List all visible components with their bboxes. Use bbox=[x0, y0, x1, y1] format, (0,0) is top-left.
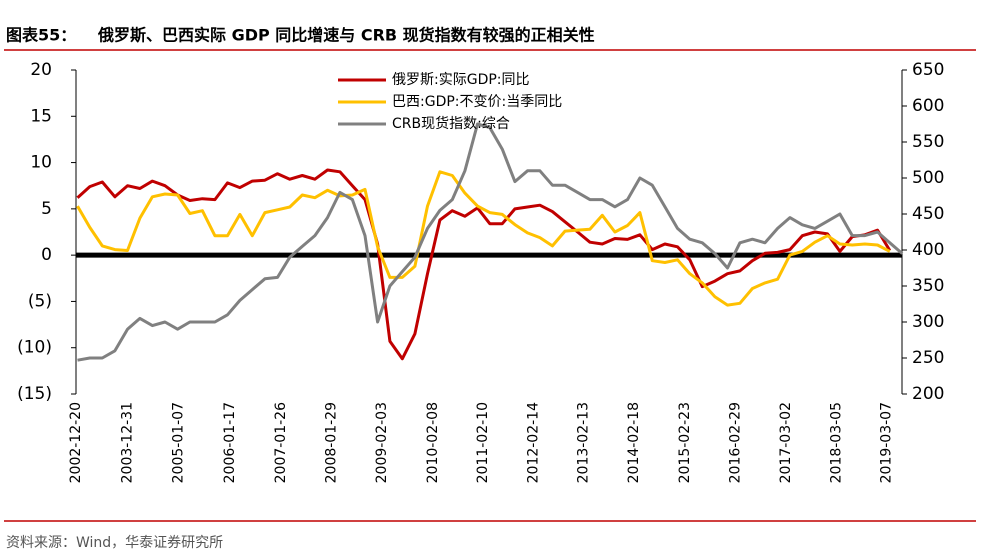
legend-label: CRB现货指数:综合 bbox=[392, 115, 510, 132]
y2-tick-label: 450 bbox=[912, 204, 944, 224]
x-tick-label: 2007-01-26 bbox=[273, 402, 289, 483]
x-tick-label: 2013-02-13 bbox=[576, 402, 592, 483]
chart-title: 俄罗斯、巴西实际 GDP 同比增速与 CRB 现货指数有较强的正相关性 bbox=[97, 26, 595, 45]
y2-tick-label: 350 bbox=[912, 276, 944, 296]
x-tick-label: 2016-02-29 bbox=[728, 402, 744, 483]
x-tick-label: 2017-03-02 bbox=[778, 402, 794, 483]
y2-tick-label: 650 bbox=[912, 60, 944, 80]
x-tick-label: 2015-02-23 bbox=[677, 402, 693, 483]
x-tick-label: 2002-12-20 bbox=[68, 402, 84, 483]
y2-tick-label: 300 bbox=[912, 312, 944, 332]
x-tick-label: 2003-12-31 bbox=[119, 402, 135, 483]
x-tick-label: 2019-03-07 bbox=[879, 402, 895, 483]
y-tick-label: 10 bbox=[30, 153, 52, 173]
y-tick-label: 15 bbox=[30, 106, 52, 126]
y2-tick-label: 600 bbox=[912, 96, 944, 116]
x-tick-label: 2018-03-05 bbox=[828, 402, 844, 483]
y2-tick-label: 550 bbox=[912, 132, 944, 152]
x-tick-label: 2014-02-18 bbox=[626, 402, 642, 483]
x-tick-label: 2008-01-29 bbox=[323, 402, 339, 483]
x-tick-label: 2005-01-07 bbox=[171, 402, 187, 483]
x-tick-label: 2009-02-03 bbox=[374, 402, 390, 483]
y-tick-label: (15) bbox=[17, 384, 52, 404]
chart-title-prefix: 图表55： bbox=[6, 26, 76, 45]
y-tick-label: 20 bbox=[30, 60, 52, 80]
y2-tick-label: 200 bbox=[912, 384, 944, 404]
x-tick-label: 2010-02-08 bbox=[425, 402, 441, 483]
source-note: 资料来源：Wind，华泰证券研究所 bbox=[6, 535, 223, 551]
y2-tick-label: 400 bbox=[912, 240, 944, 260]
y-tick-label: (10) bbox=[17, 338, 52, 358]
series-line bbox=[76, 170, 891, 307]
y-tick-label: 0 bbox=[41, 245, 52, 265]
x-tick-label: 2006-01-17 bbox=[222, 402, 238, 483]
series-line bbox=[76, 168, 892, 361]
x-tick-label: 2012-02-14 bbox=[526, 402, 542, 483]
y-tick-label: (5) bbox=[28, 291, 52, 311]
y-tick-label: 5 bbox=[41, 199, 52, 219]
legend-label: 巴西:GDP:不变价:当季同比 bbox=[392, 94, 562, 110]
series-line bbox=[77, 122, 904, 362]
x-tick-label: 2011-02-10 bbox=[475, 402, 491, 483]
y2-tick-label: 500 bbox=[912, 168, 944, 188]
legend-label: 俄罗斯:实际GDP:同比 bbox=[392, 72, 530, 88]
y2-tick-label: 250 bbox=[912, 348, 944, 368]
